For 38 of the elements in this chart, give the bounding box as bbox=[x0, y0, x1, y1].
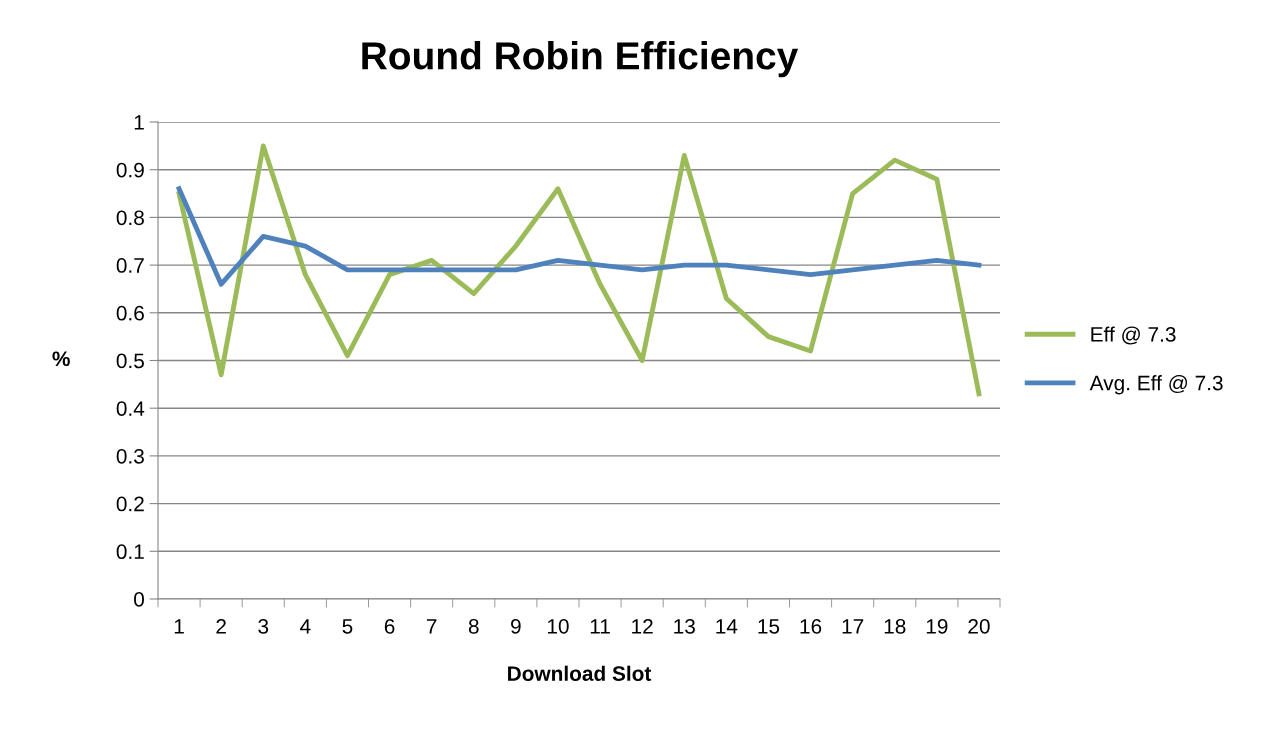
x-tick-label: 3 bbox=[258, 618, 269, 634]
x-tick-label: 4 bbox=[300, 619, 311, 634]
y-tick-label: 0 bbox=[134, 592, 144, 607]
line-series bbox=[176, 186, 982, 287]
x-tick-label: 9 bbox=[511, 618, 521, 634]
x-tick-label: 19 bbox=[926, 618, 948, 634]
x-tick-label: 12 bbox=[632, 618, 653, 634]
y-tick-label: 0.7 bbox=[116, 258, 144, 273]
x-tick-label: 14 bbox=[716, 619, 738, 634]
y-axis-title: % bbox=[52, 351, 70, 367]
x-tick-label: 2 bbox=[216, 618, 226, 634]
x-axis-title: Download Slot bbox=[508, 665, 652, 681]
x-tick-label: 17 bbox=[842, 619, 864, 634]
y-tick-label: 0.2 bbox=[116, 496, 144, 512]
x-tick-label: 5 bbox=[342, 619, 353, 634]
y-tick-label: 0.9 bbox=[116, 162, 144, 178]
x-tick-label: 8 bbox=[468, 618, 479, 634]
x-tick-label: 11 bbox=[590, 619, 610, 634]
x-tick-label: 20 bbox=[968, 618, 990, 634]
x-tick-label: 7 bbox=[426, 619, 437, 634]
legend-label: Avg. Eff @ 7.3 bbox=[1089, 375, 1223, 395]
line-series bbox=[176, 143, 982, 397]
y-tick-label: 0.4 bbox=[116, 401, 145, 416]
x-tick-label: 6 bbox=[384, 618, 395, 634]
y-tick-label: 0.1 bbox=[116, 544, 144, 560]
y-tick-label: 0.5 bbox=[116, 353, 144, 369]
x-tick-label: 15 bbox=[758, 619, 780, 634]
y-tick-label: 1 bbox=[134, 115, 144, 130]
x-tick-label: 13 bbox=[674, 618, 695, 634]
x-tick-label: 1 bbox=[174, 619, 184, 634]
x-tick-label: 18 bbox=[884, 618, 906, 634]
chart-title: Round Robin Efficiency bbox=[362, 41, 799, 78]
y-tick-label: 0.6 bbox=[116, 305, 144, 321]
y-tick-label: 0.8 bbox=[116, 210, 144, 226]
legend-label: Eff @ 7.3 bbox=[1091, 326, 1176, 345]
x-tick-label: 10 bbox=[547, 618, 569, 634]
y-tick-label: 0.3 bbox=[116, 448, 144, 464]
x-tick-label: 16 bbox=[800, 618, 822, 634]
